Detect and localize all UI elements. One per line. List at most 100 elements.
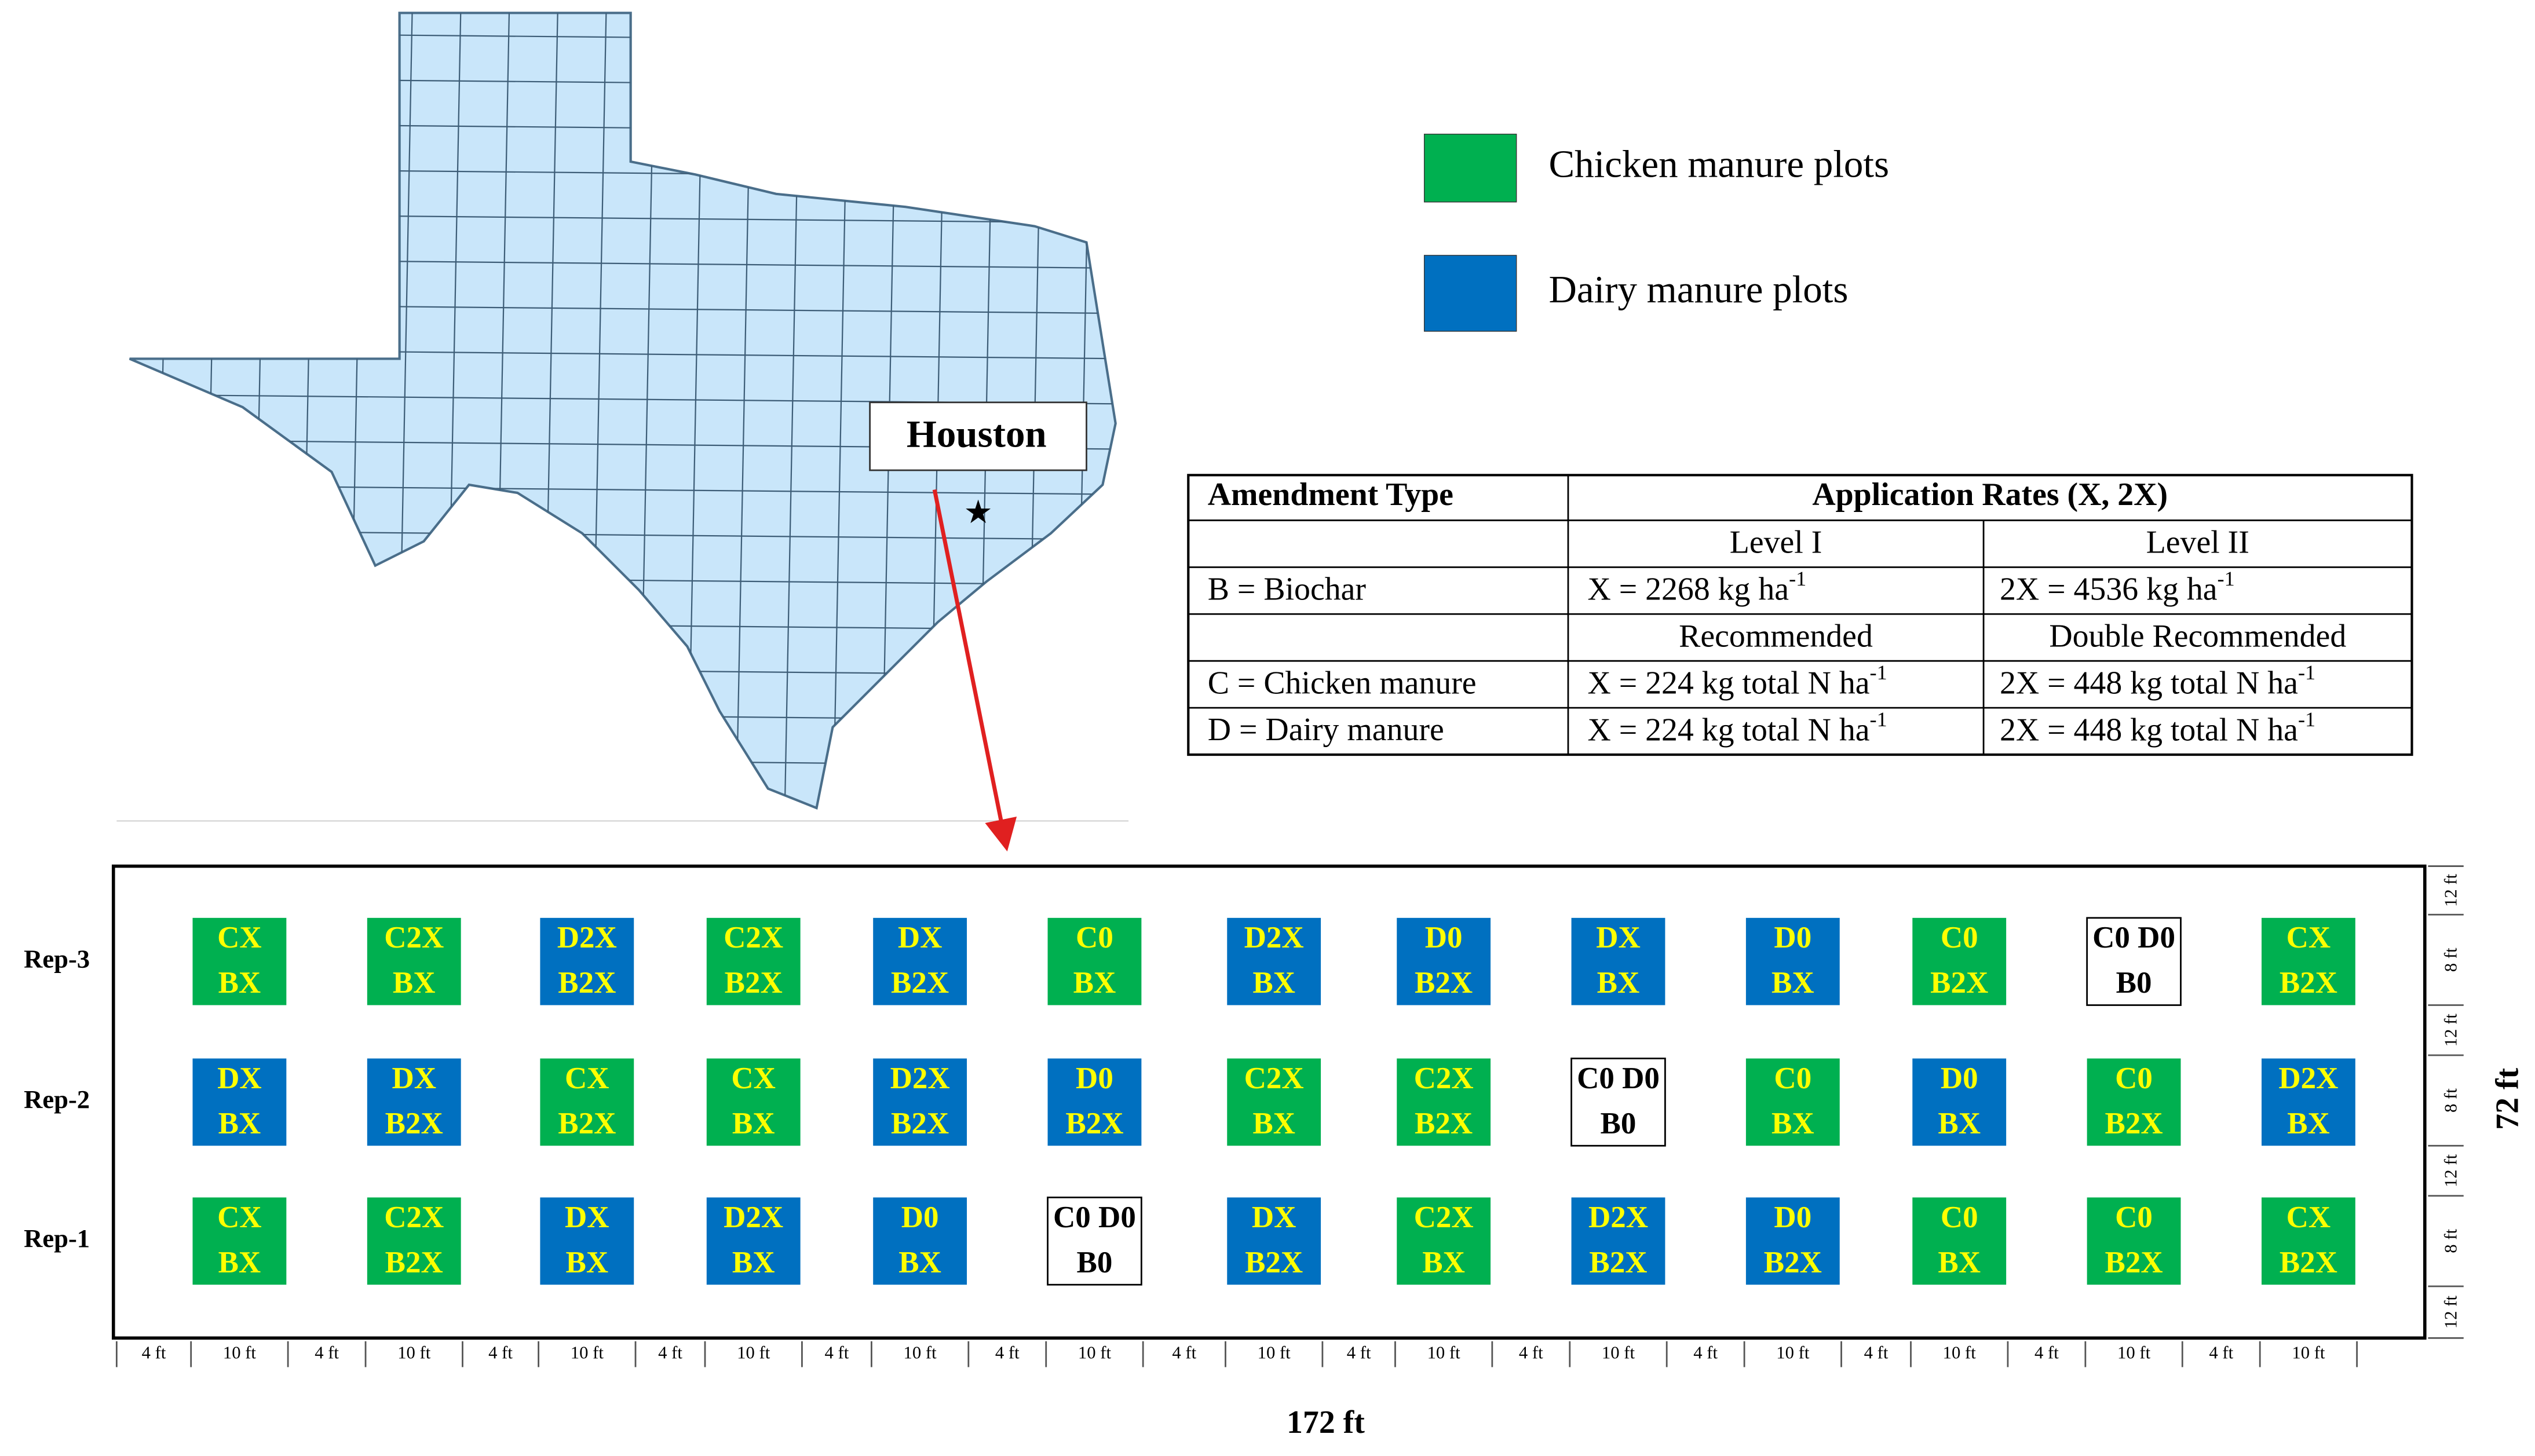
dim-label: 10 ft	[1943, 1342, 1977, 1362]
plot-label: CX	[2286, 1201, 2331, 1234]
plot-label: D2X	[557, 921, 617, 954]
rate-superscript: -1	[2298, 708, 2315, 731]
plot-label: C2X	[384, 1201, 444, 1234]
plot-label: B2X	[1764, 1246, 1822, 1279]
field-layout: Rep-3 CX BX C2X BX D2X B2X C2X B2X DX B2X C0 BX D2X BX…	[24, 864, 2526, 1440]
plot-label: B2X	[725, 966, 783, 1000]
plot	[1047, 1058, 1142, 1146]
plot-label: B2X	[2280, 966, 2337, 1000]
plot-label: DX	[565, 1201, 609, 1234]
dim-label: 10 ft	[737, 1342, 770, 1362]
plot-label: C0	[2115, 1201, 2153, 1234]
rate-text: 2X = 448 kg total N ha	[2000, 712, 2298, 748]
rate-cell: 2X = 448 kg total N ha-1	[2000, 708, 2315, 748]
dim-label: 10 ft	[2117, 1342, 2151, 1362]
legend: Chicken manure plots Dairy manure plots	[1423, 133, 1890, 332]
plot-label: BX	[565, 1246, 608, 1279]
plot-label: BX	[2287, 1107, 2330, 1140]
plot-label: B2X	[891, 966, 949, 1000]
dim-label: 12 ft	[2441, 1154, 2460, 1187]
plot-label: C2X	[384, 921, 444, 954]
legend-label: Chicken manure plots	[1549, 143, 1890, 186]
plot	[1571, 1197, 1665, 1285]
plot	[192, 917, 287, 1005]
plot-label: BX	[732, 1107, 775, 1140]
plot-label: BX	[732, 1246, 775, 1279]
plot	[192, 1197, 287, 1285]
plot-label: B2X	[558, 1107, 616, 1140]
plot-label: BX	[1252, 966, 1295, 1000]
plot-label: DX	[898, 921, 943, 954]
dim-label: 4 ft	[315, 1342, 339, 1362]
plot-label: BX	[393, 966, 436, 1000]
legend-swatch	[1423, 133, 1517, 203]
header-cell: Amendment Type	[1208, 477, 1453, 513]
rate-superscript: -1	[1789, 567, 1806, 590]
dim-label: 12 ft	[2441, 873, 2460, 907]
plot-label: B2X	[2280, 1246, 2337, 1279]
plot-label: B0	[1077, 1246, 1113, 1279]
plot-label: BX	[1422, 1246, 1465, 1279]
rate-text: X = 2268 kg ha	[1587, 571, 1789, 607]
county-line	[153, 13, 171, 809]
height-label: 72 ft	[2490, 1067, 2526, 1129]
plot-label: B2X	[1245, 1246, 1303, 1279]
plot	[1745, 1197, 1840, 1285]
plot-label: BX	[1073, 966, 1116, 1000]
plot-label: D2X	[1244, 921, 1304, 954]
plot-label: CX	[217, 1201, 262, 1234]
plot-label: BX	[1252, 1107, 1295, 1140]
plot-label: BX	[1771, 966, 1814, 1000]
dim-label: 8 ft	[2441, 948, 2460, 972]
plot-label: CX	[565, 1062, 609, 1095]
dim-label: 10 ft	[223, 1342, 257, 1362]
dim-label: 4 ft	[995, 1342, 1020, 1362]
dim-label: 10 ft	[1602, 1342, 1635, 1362]
plot-label: B2X	[558, 966, 616, 1000]
plot	[1745, 1058, 1840, 1146]
plot-label: C0 D0	[1053, 1201, 1136, 1234]
dim-label: 10 ft	[1427, 1342, 1461, 1362]
plot-label: B2X	[2105, 1107, 2163, 1140]
plot	[192, 1058, 287, 1146]
dim-label: 4 ft	[2209, 1342, 2233, 1362]
dim-label: 10 ft	[397, 1342, 431, 1362]
plot	[367, 1058, 461, 1146]
county-line	[129, 800, 1116, 809]
plot-label: CX	[2286, 921, 2331, 954]
plot	[1571, 917, 1665, 1005]
plot-label: BX	[1597, 966, 1640, 1000]
plot-label: BX	[1938, 1246, 1981, 1279]
plot	[1047, 917, 1142, 1005]
pointer-arrow	[932, 489, 1017, 852]
plot	[706, 1197, 801, 1285]
dim-label: 4 ft	[825, 1342, 849, 1362]
amendment-cell: B = Biochar	[1208, 571, 1367, 607]
dim-label: 4 ft	[1864, 1342, 1889, 1362]
rep-label: Rep-3	[24, 944, 90, 973]
plot	[540, 1058, 634, 1146]
width-label: 172 ft	[1287, 1404, 1365, 1440]
plot-label: C2X	[1244, 1062, 1304, 1095]
county-line	[129, 710, 1116, 722]
plot-label: C0 D0	[1577, 1062, 1660, 1095]
plot-label: DX	[217, 1062, 262, 1095]
plot-label: D0	[1425, 921, 1463, 954]
rate-superscript: -1	[1870, 708, 1887, 731]
plot-label: DX	[1252, 1201, 1296, 1234]
plot	[1912, 1197, 2007, 1285]
dim-label: 10 ft	[1078, 1342, 1112, 1362]
plot	[2087, 1197, 2181, 1285]
rate-cell: X = 224 kg total N ha-1	[1587, 708, 1887, 748]
plot-label: B2X	[1589, 1246, 1647, 1279]
plot-label: C2X	[1414, 1201, 1474, 1234]
plot-label: D0	[901, 1201, 939, 1234]
plot	[873, 1197, 967, 1285]
plot-label: B2X	[1415, 966, 1473, 1000]
dim-label: 8 ft	[2441, 1088, 2460, 1113]
plot-label: D0	[1941, 1062, 1978, 1095]
plot	[873, 1058, 967, 1146]
rate-text: X = 224 kg total N ha	[1587, 665, 1869, 701]
